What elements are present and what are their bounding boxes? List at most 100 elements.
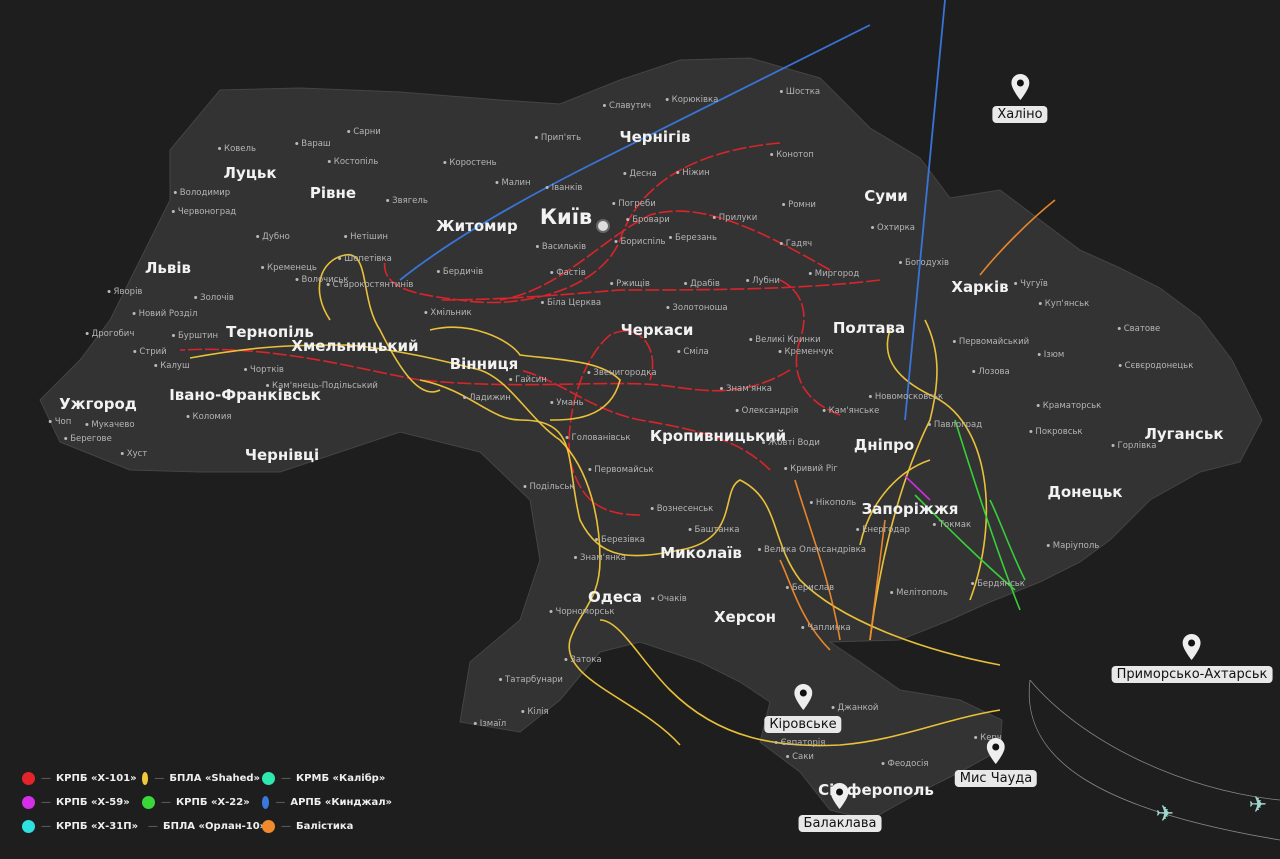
- city-label: Чернігів: [619, 128, 691, 146]
- town-label: Ромни: [782, 200, 816, 210]
- town-label: Ніжин: [676, 168, 710, 178]
- town-label: Костопіль: [328, 157, 378, 167]
- town-label: Миргород: [809, 269, 859, 279]
- legend-swatch: [262, 796, 270, 809]
- trajectory-shahed: [429, 326, 621, 421]
- town-label: Первомайськ: [588, 465, 653, 475]
- city-label: Миколаїв: [660, 544, 742, 562]
- legend-swatch: [22, 796, 35, 809]
- town-label: Павлоград: [928, 420, 982, 430]
- town-label: Нікополь: [810, 498, 856, 508]
- legend-swatch: [22, 820, 35, 833]
- town-label: Подільськ: [523, 482, 574, 492]
- trajectory-shahed: [599, 619, 1001, 747]
- town-label: Прилуки: [713, 213, 757, 223]
- city-label: Житомир: [436, 217, 518, 235]
- legend-dash: —: [281, 821, 291, 832]
- pin-label: Кіровське: [764, 716, 842, 733]
- ukraine-territory: [39, 57, 1263, 821]
- land-shape: [39, 57, 1263, 821]
- city-label: Тернопіль: [226, 323, 314, 341]
- town-label: Голованівськ: [566, 433, 631, 443]
- town-label: Мукачево: [85, 420, 134, 430]
- town-label: Хуст: [121, 449, 147, 459]
- town-label: Вознесенськ: [651, 504, 714, 514]
- town-label: Берегове: [64, 434, 112, 444]
- town-label: Охтирка: [871, 223, 915, 233]
- town-label: Богодухів: [899, 258, 949, 268]
- town-label: Бровари: [626, 215, 670, 225]
- legend: — КРПБ «Х-101» — БПЛА «Shahed» — КРМБ «Калібр…: [22, 772, 392, 833]
- city-label: Луцьк: [223, 164, 277, 182]
- town-label: Великі Кринки: [749, 335, 820, 345]
- town-label: Стрий: [133, 347, 166, 357]
- town-label: Прип'ять: [535, 133, 581, 143]
- legend-swatch: [262, 820, 275, 833]
- map-pin-icon: [1183, 634, 1201, 660]
- town-label: Краматорськ: [1037, 401, 1102, 411]
- town-label: Васильків: [536, 242, 586, 252]
- city-label: Херсон: [713, 608, 777, 626]
- town-label: Десна: [623, 169, 656, 179]
- town-label: Бурштин: [172, 331, 218, 341]
- town-label: Старокостянтинів: [327, 280, 414, 290]
- legend-swatch: [22, 772, 35, 785]
- town-label: Ізюм: [1038, 350, 1065, 360]
- legend-item: — КРПБ «Х-31П»: [22, 820, 140, 833]
- town-label: Керч: [974, 733, 1002, 743]
- town-label: Гадяч: [780, 239, 812, 249]
- city-label: Вінниця: [449, 355, 519, 373]
- legend-label: КРПБ «Х-31П»: [56, 821, 139, 832]
- legend-label: КРМБ «Калібр»: [296, 773, 386, 784]
- trajectory-shahed: [189, 344, 681, 746]
- city-label: Донецьк: [1047, 483, 1123, 501]
- trajectory-shahed: [869, 319, 938, 641]
- town-label: Волочиськ: [295, 275, 348, 285]
- city-label: Харків: [951, 278, 1009, 296]
- town-label: Саки: [786, 752, 814, 762]
- trajectory-x101: [439, 279, 881, 301]
- map-pin-icon: [830, 783, 849, 809]
- town-label: Коростень: [443, 158, 496, 168]
- location-pin: Приморсько-Ахтарськ: [1111, 634, 1273, 683]
- town-label: Золотоноша: [666, 303, 727, 313]
- pin-label: Балаклава: [798, 815, 882, 832]
- town-label: Знам'янка: [574, 553, 626, 563]
- town-label: Джанкой: [832, 703, 879, 713]
- legend-label: КРПБ «Х-101»: [56, 773, 137, 784]
- city-label: Хмельницький: [291, 337, 419, 355]
- town-label: Покровськ: [1029, 427, 1082, 437]
- town-label: Кривий Ріг: [784, 464, 838, 474]
- legend-dash: —: [148, 821, 158, 832]
- legend-dash: —: [281, 773, 291, 784]
- town-label: Євпаторія: [775, 738, 826, 748]
- trajectory-shahed: [886, 329, 988, 601]
- legend-item: — АРПБ «Кинджал»: [262, 796, 392, 809]
- town-label: Чаплинка: [801, 623, 850, 633]
- town-label: Затока: [564, 655, 601, 665]
- bomber-aircraft-icon: ✈: [1249, 793, 1267, 818]
- town-label: Енергодар: [856, 525, 910, 535]
- legend-dash: —: [41, 821, 51, 832]
- town-label: Сміла: [677, 347, 708, 357]
- town-label: Хмільник: [424, 308, 471, 318]
- trajectory-x101: [519, 369, 771, 471]
- town-label: Сарни: [347, 127, 381, 137]
- legend-item: — КРМБ «Калібр»: [262, 772, 392, 785]
- pin-label: Халіно: [992, 106, 1048, 123]
- city-label: Черкаси: [620, 321, 694, 339]
- town-label: Звенигородка: [587, 368, 656, 378]
- town-label: Вараш: [295, 139, 330, 149]
- legend-swatch: [262, 772, 275, 785]
- legend-item: — Балістика: [262, 820, 392, 833]
- pin-label: Мис Чауда: [954, 770, 1038, 787]
- town-label: Татарбунари: [499, 675, 563, 685]
- trajectory-ballistic: [779, 559, 831, 651]
- town-label: Погреби: [612, 199, 655, 209]
- location-pin: Балаклава: [798, 783, 882, 832]
- town-label: Бердянськ: [971, 579, 1025, 589]
- trajectory-x22: [954, 419, 1021, 611]
- town-label: Іванків: [546, 183, 583, 193]
- city-label: Львів: [144, 259, 192, 277]
